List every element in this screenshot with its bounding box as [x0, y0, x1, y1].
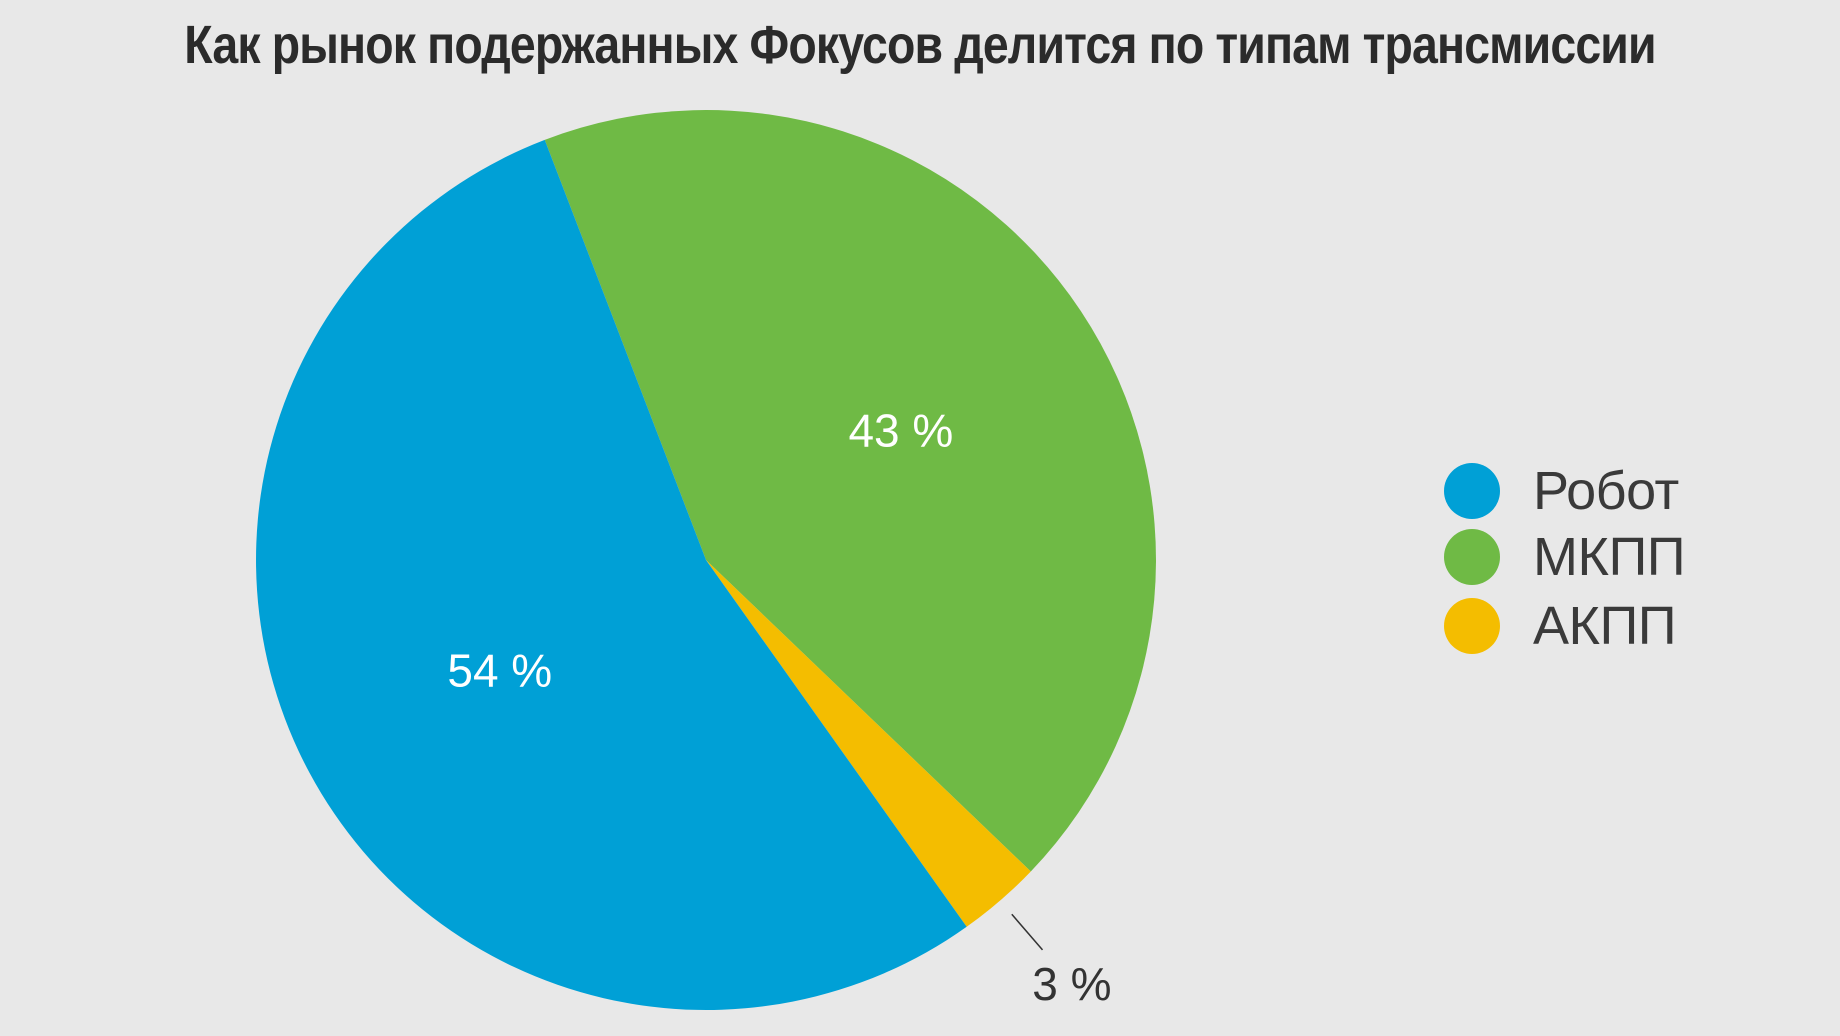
pie-slice-mkpp	[544, 110, 1156, 872]
legend-label-akpp: АКПП	[1533, 596, 1677, 656]
slice-value-label-mkpp: 43 %	[848, 405, 953, 457]
pie-slice-akpp	[706, 560, 1031, 927]
pie-slice-robot	[256, 139, 967, 1010]
legend-swatch-robot	[1444, 463, 1500, 519]
legend-item-akpp: АКПП	[1444, 596, 1677, 656]
legend-item-mkpp: МКПП	[1444, 527, 1686, 587]
legend-label-robot: Робот	[1533, 461, 1679, 521]
slice-value-label-robot: 54 %	[447, 645, 552, 697]
legend-swatch-mkpp	[1444, 529, 1500, 585]
legend-item-robot: Робот	[1444, 461, 1679, 521]
legend-label-mkpp: МКПП	[1533, 527, 1686, 587]
chart-title: Как рынок подержанных Фокусов делится по…	[184, 15, 1656, 75]
leader-line-akpp	[1011, 913, 1044, 951]
legend-swatch-akpp	[1444, 598, 1500, 654]
slice-value-label-akpp: 3 %	[1032, 958, 1111, 1010]
